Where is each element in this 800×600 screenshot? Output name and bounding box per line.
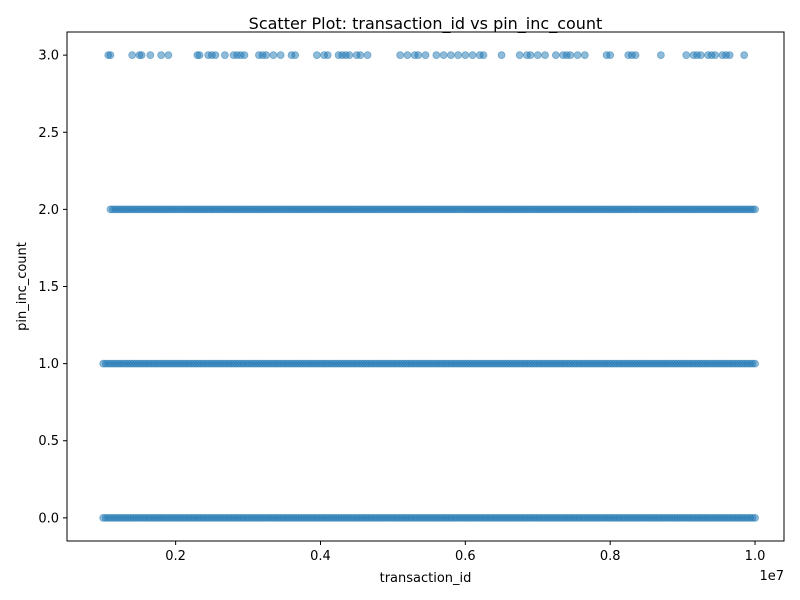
x-tick-label: 0.4	[310, 549, 331, 564]
data-point	[573, 51, 582, 60]
x-axis-label: transaction_id	[380, 571, 472, 586]
data-point	[157, 51, 166, 60]
data-point	[751, 359, 759, 368]
data-point	[696, 51, 705, 60]
data-point	[479, 51, 488, 60]
y-tick-label: 0.5	[38, 434, 59, 449]
data-point	[262, 51, 271, 60]
data-point	[468, 51, 477, 60]
data-point	[446, 51, 455, 60]
y-axis-ticks: 0.0 0.5 1.0 1.5 2.0 2.5 3.0	[38, 49, 67, 526]
data-point	[711, 51, 720, 60]
data-point	[164, 51, 173, 60]
x-axis-ticks: 0.2 0.4 0.6 0.8 1.0	[165, 541, 765, 564]
data-point	[439, 51, 448, 60]
data-point	[725, 51, 734, 60]
data-point	[345, 51, 354, 60]
data-point	[291, 51, 300, 60]
data-point	[454, 51, 462, 60]
data-point	[414, 51, 423, 60]
x-tick-label: 0.2	[165, 549, 186, 564]
data-point	[551, 51, 560, 60]
data-point	[461, 51, 470, 60]
x-axis-offset-label: 1e7	[759, 569, 784, 584]
data-point	[128, 51, 137, 60]
data-point	[240, 51, 249, 60]
data-point	[541, 51, 549, 60]
y-tick-label: 1.0	[38, 357, 59, 372]
data-point	[211, 51, 220, 60]
data-point	[312, 51, 321, 60]
y-tick-label: 0.0	[38, 511, 59, 526]
data-point	[497, 51, 506, 60]
data-point	[421, 51, 430, 60]
data-point	[195, 51, 204, 60]
y-tick-label: 2.0	[38, 203, 59, 218]
data-point	[403, 51, 412, 60]
data-point	[631, 51, 640, 60]
y-axis-label: pin_inc_count	[15, 242, 30, 331]
x-tick-label: 0.8	[600, 549, 621, 564]
chart-title: Scatter Plot: transaction_id vs pin_inc_…	[249, 14, 603, 34]
data-points	[99, 51, 759, 522]
data-point	[533, 51, 542, 60]
data-point	[220, 51, 229, 60]
data-point	[580, 51, 589, 60]
data-point	[356, 51, 365, 60]
data-point	[740, 51, 749, 60]
data-point	[137, 51, 146, 60]
x-tick-label: 0.6	[455, 549, 476, 564]
x-tick-label: 1.0	[745, 549, 766, 564]
plot-frame	[66, 31, 785, 542]
data-point	[682, 51, 691, 60]
data-point	[432, 51, 441, 60]
data-point	[526, 51, 535, 60]
data-point	[656, 51, 665, 60]
data-point	[396, 51, 405, 60]
data-point	[276, 51, 285, 60]
data-point	[751, 513, 759, 522]
data-point	[566, 51, 575, 60]
data-point	[146, 51, 155, 60]
y-tick-label: 2.5	[38, 126, 59, 141]
y-tick-label: 1.5	[38, 280, 59, 295]
data-point	[515, 51, 524, 60]
data-point	[363, 51, 372, 60]
data-point	[269, 51, 278, 60]
y-tick-label: 3.0	[38, 49, 59, 64]
data-point	[606, 51, 615, 60]
data-point	[106, 51, 115, 60]
data-point	[323, 51, 332, 60]
data-point	[751, 205, 759, 214]
